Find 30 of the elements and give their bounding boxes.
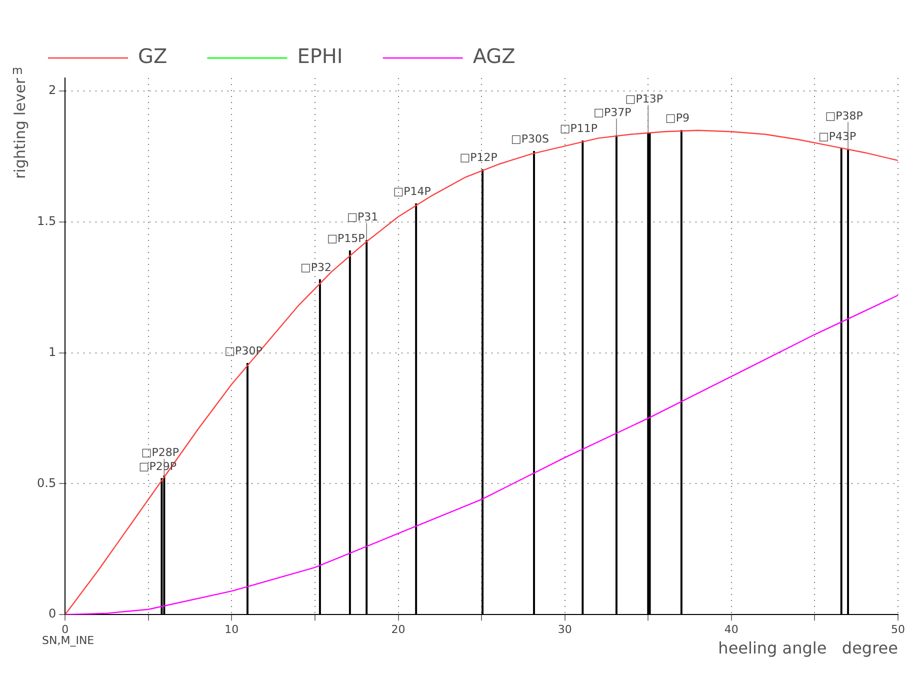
y-tick-label: 0	[48, 606, 56, 621]
annotation: □P32	[300, 260, 332, 274]
y-tick-label: 1.5	[36, 214, 56, 228]
x-tick-label: 50	[891, 623, 905, 636]
x-tick-label: 30	[558, 623, 572, 636]
x-axis-title: heeling angle degree	[718, 638, 898, 658]
annotation: □P14P	[393, 185, 432, 198]
annotation: □P13P	[625, 92, 664, 106]
annotation: □P38P	[825, 109, 864, 122]
y-tick-label: 1	[48, 344, 56, 359]
x-tick-label: 0	[62, 623, 69, 636]
text: m	[12, 64, 23, 77]
x-tick-label: 20	[391, 623, 406, 636]
x-tick-label: 10	[224, 623, 239, 636]
y-tick-label: 2	[48, 83, 56, 98]
annotation: □P30S	[511, 132, 550, 146]
y-axis-title: righting lever	[10, 77, 29, 179]
annotation: □P15P	[327, 232, 366, 246]
legend-label: GZ	[138, 44, 168, 68]
annotation: □P28P	[141, 446, 180, 460]
annotation: □P37P	[594, 106, 632, 119]
annotation: □P12P	[460, 150, 498, 164]
legend-label: AGZ	[472, 44, 516, 68]
annotation: □P11P	[560, 122, 598, 136]
annotation: □P9	[665, 112, 690, 125]
legend-label: EPHI	[297, 44, 343, 68]
annotation: □P31	[347, 210, 378, 224]
y-tick-label: 0.5	[36, 476, 56, 490]
text: SN,M_INE	[42, 634, 94, 647]
x-tick-label: 40	[724, 623, 738, 636]
